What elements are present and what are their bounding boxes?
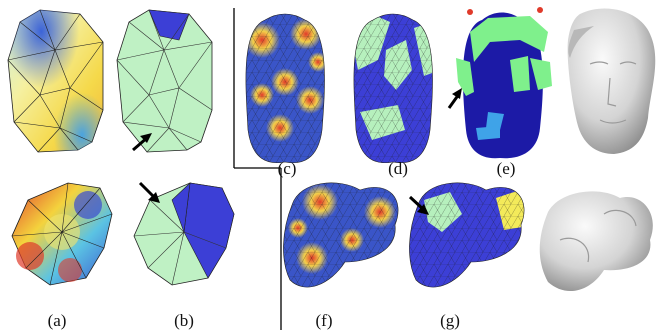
head-heatmap-c	[245, 13, 325, 163]
mesh-a-top	[7, 9, 104, 153]
arrow-e	[447, 88, 462, 109]
head-segmentation-e	[456, 7, 552, 159]
caption-b: (b)	[174, 311, 194, 330]
mesh-b-top	[116, 9, 213, 153]
head-statue	[567, 8, 656, 154]
mesh-b-bottom	[133, 182, 235, 286]
blob-segmented-g	[409, 182, 525, 288]
caption-e: (e)	[496, 159, 516, 178]
arrow-g	[408, 195, 429, 215]
caption-c: (c)	[277, 159, 297, 178]
arrow-b-bottom	[138, 181, 160, 203]
caption-g: (g)	[440, 311, 460, 330]
caption-f: (f)	[315, 311, 333, 330]
head-segmented-d	[353, 13, 433, 163]
panel-divider	[233, 8, 282, 330]
blob-statue	[539, 191, 653, 292]
arrow-b-top	[132, 133, 152, 152]
caption-a: (a)	[47, 311, 67, 330]
mesh-a-bottom	[11, 182, 113, 286]
caption-d: (d)	[388, 159, 408, 178]
blob-heatmap-f	[283, 182, 399, 288]
